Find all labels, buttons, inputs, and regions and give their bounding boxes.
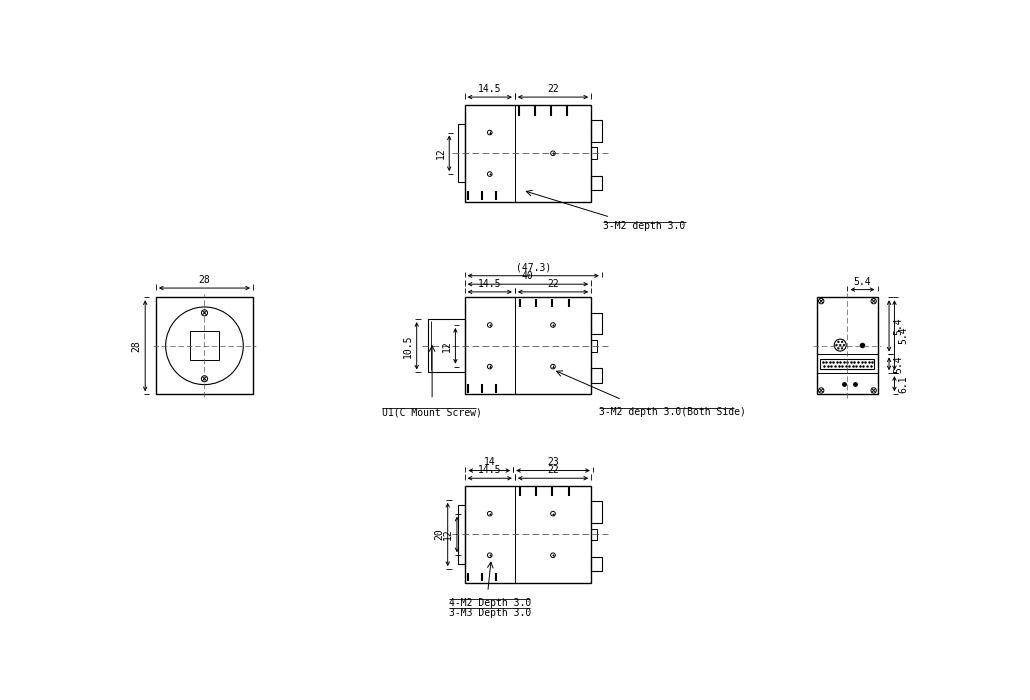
Text: 28: 28	[132, 340, 141, 351]
Text: 4-M2 Depth 3.0: 4-M2 Depth 3.0	[449, 598, 531, 608]
Text: 28: 28	[199, 275, 210, 285]
Bar	[591, 556, 602, 571]
Text: 5.4: 5.4	[854, 276, 871, 286]
Text: 6.1: 6.1	[898, 375, 908, 393]
Text: 3-M2 depth 3.0: 3-M2 depth 3.0	[603, 221, 685, 231]
Bar	[821, 358, 874, 369]
Text: U1(C Mount Screw): U1(C Mount Screw)	[382, 407, 482, 417]
Bar	[591, 120, 602, 141]
Bar	[458, 124, 465, 183]
Text: 14: 14	[483, 458, 495, 468]
Bar	[818, 298, 878, 394]
Bar	[591, 528, 596, 540]
Bar	[428, 319, 465, 372]
Text: 40: 40	[522, 271, 534, 281]
Bar	[156, 298, 253, 394]
Text: 12: 12	[442, 340, 451, 351]
Text: 3-M3 Depth 3.0: 3-M3 Depth 3.0	[449, 608, 531, 617]
Bar	[591, 501, 602, 523]
Text: 22: 22	[547, 84, 559, 94]
Circle shape	[842, 347, 843, 349]
Text: 20: 20	[434, 528, 444, 540]
Circle shape	[837, 341, 839, 343]
Circle shape	[835, 344, 837, 346]
Text: 22: 22	[547, 466, 559, 475]
Circle shape	[837, 347, 839, 349]
Text: 5.4: 5.4	[898, 326, 908, 344]
Text: (47.3): (47.3)	[516, 262, 551, 272]
Text: 12: 12	[443, 528, 453, 540]
Bar	[465, 298, 591, 394]
Text: 22: 22	[547, 279, 559, 289]
Text: 10.5: 10.5	[403, 334, 413, 358]
Bar	[458, 505, 465, 564]
Bar	[591, 368, 602, 383]
Text: 14.5: 14.5	[478, 279, 502, 289]
Circle shape	[842, 341, 843, 343]
Text: 5.4: 5.4	[893, 317, 903, 335]
Text: 3-M2 depth 3.0(Both Side): 3-M2 depth 3.0(Both Side)	[598, 407, 746, 417]
Text: 14.5: 14.5	[478, 466, 502, 475]
Bar	[591, 340, 596, 351]
Bar	[591, 148, 596, 159]
Text: 14.5: 14.5	[478, 84, 502, 94]
Text: 23: 23	[547, 458, 559, 468]
Text: 12: 12	[436, 148, 445, 159]
Circle shape	[839, 344, 842, 346]
Bar	[591, 313, 602, 334]
Bar	[190, 331, 219, 360]
Bar	[465, 105, 591, 202]
Circle shape	[843, 344, 845, 346]
Text: 5.4: 5.4	[893, 355, 903, 372]
Bar	[465, 486, 591, 583]
Bar	[591, 176, 602, 190]
